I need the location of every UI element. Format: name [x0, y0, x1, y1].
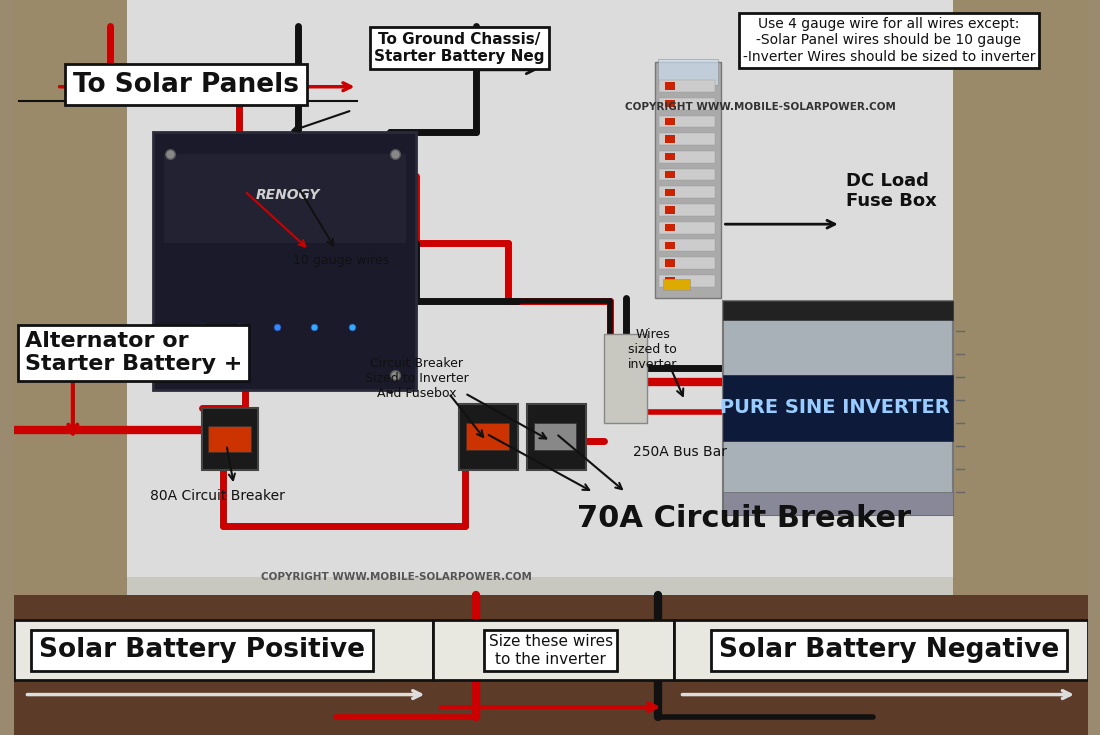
Bar: [164, 154, 406, 243]
Text: COPYRIGHT WWW.MOBILE-SOLARPOWER.COM: COPYRIGHT WWW.MOBILE-SOLARPOWER.COM: [261, 572, 531, 582]
Text: RENOGY: RENOGY: [255, 187, 320, 202]
Bar: [723, 492, 954, 514]
Bar: [432, 620, 674, 680]
Bar: [664, 100, 675, 107]
Bar: [664, 153, 675, 160]
Bar: [954, 0, 1088, 595]
Bar: [664, 171, 675, 178]
Bar: [659, 151, 715, 162]
Text: 250A Bus Bar: 250A Bus Bar: [632, 445, 727, 459]
Text: PURE SINE INVERTER: PURE SINE INVERTER: [720, 398, 950, 417]
Bar: [201, 408, 257, 470]
Bar: [659, 168, 715, 180]
Text: Circuit Breaker
Sized to Inverter
And Fusebox: Circuit Breaker Sized to Inverter And Fu…: [364, 357, 469, 400]
Bar: [658, 59, 718, 85]
Bar: [664, 259, 675, 267]
Bar: [659, 80, 715, 92]
Bar: [659, 133, 715, 145]
Text: Use 4 gauge wire for all wires except:
-Solar Panel wires should be 10 gauge
-In: Use 4 gauge wire for all wires except: -…: [742, 17, 1035, 64]
Bar: [674, 620, 1088, 680]
Bar: [659, 204, 715, 216]
Text: COPYRIGHT WWW.MOBILE-SOLARPOWER.COM: COPYRIGHT WWW.MOBILE-SOLARPOWER.COM: [625, 101, 895, 112]
Bar: [126, 577, 954, 595]
Bar: [534, 423, 576, 450]
Bar: [664, 118, 675, 125]
Text: Size these wires
to the inverter: Size these wires to the inverter: [488, 634, 613, 667]
Text: Wires
sized to
inverter: Wires sized to inverter: [628, 328, 678, 370]
Bar: [126, 0, 954, 595]
Text: Solar Battery Positive: Solar Battery Positive: [39, 637, 365, 664]
Bar: [14, 620, 432, 680]
Bar: [663, 279, 691, 290]
Bar: [659, 115, 715, 127]
Text: To Solar Panels: To Solar Panels: [73, 71, 299, 98]
Bar: [659, 187, 715, 198]
Bar: [664, 189, 675, 196]
Bar: [659, 240, 715, 251]
Bar: [664, 242, 675, 249]
Text: 10 gauge wires: 10 gauge wires: [294, 254, 389, 268]
Text: Solar Battery Negative: Solar Battery Negative: [718, 637, 1059, 664]
Bar: [659, 257, 715, 269]
Text: Alternator or
Starter Battery +: Alternator or Starter Battery +: [24, 331, 242, 374]
Bar: [664, 135, 675, 143]
Bar: [460, 404, 518, 470]
Text: 70A Circuit Breaker: 70A Circuit Breaker: [576, 503, 911, 533]
Bar: [659, 275, 715, 287]
Text: To Ground Chassis/
Starter Battery Neg: To Ground Chassis/ Starter Battery Neg: [374, 32, 544, 64]
Bar: [664, 82, 675, 90]
Bar: [14, 595, 1088, 735]
Bar: [723, 375, 954, 441]
Bar: [466, 423, 509, 450]
Bar: [659, 222, 715, 234]
Bar: [208, 426, 251, 452]
Bar: [664, 224, 675, 232]
Bar: [723, 301, 954, 514]
Bar: [723, 301, 954, 320]
Bar: [153, 132, 417, 390]
Text: 80A Circuit Breaker: 80A Circuit Breaker: [151, 489, 285, 503]
Bar: [664, 277, 675, 284]
Bar: [654, 62, 722, 298]
Text: DC Load
Fuse Box: DC Load Fuse Box: [846, 172, 937, 210]
Bar: [527, 404, 586, 470]
Bar: [14, 0, 1088, 595]
Bar: [14, 0, 126, 595]
Bar: [664, 207, 675, 214]
Bar: [659, 98, 715, 110]
Bar: [604, 334, 647, 423]
